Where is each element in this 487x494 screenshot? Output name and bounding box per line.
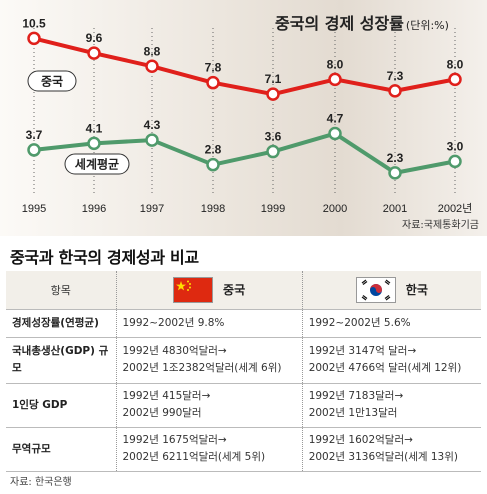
data-label: 3.6 [265,130,282,144]
header-item: 항목 [6,271,116,310]
data-label: 2.8 [205,143,222,157]
data-point [328,72,342,87]
data-point [388,84,402,98]
x-tick-label: 2001 [383,203,407,215]
row-china: 1992년 4830억달러→ 2002년 1조2382억달러(세계 6위) [115,337,303,384]
row-china: 1992~2002년 9.8% [115,309,303,338]
data-point [448,72,462,87]
data-point [145,59,159,74]
series-name-label: 세계평균 [75,157,119,172]
x-tick-label: 2002년 [438,202,473,215]
table-title: 중국과 한국의 경제성과 비교 [10,248,199,267]
table-row: 1인당 GDP 1992년 415달러→ 2002년 990달러 1992년 71… [6,383,481,428]
x-tick-label: 1996 [82,203,106,215]
x-tick-label: 2000 [323,203,347,215]
korea-flag-icon [355,276,396,303]
table-row: 경제성장률(연평균) 1992~2002년 9.8% 1992~2002년 5.… [6,309,481,338]
chart-source: 자료:국제통화기금 [402,220,479,231]
table-row: 국내총생산(GDP) 규모 1992년 4830억달러→ 2002년 1조2382… [6,337,481,384]
data-point [206,157,220,172]
row-item: 무역규모 [6,427,116,472]
row-korea: 1992~2002년 5.6% [301,309,481,338]
row-china: 1992년 1675억달러→ 2002년 6211억달러(세계 5위) [115,427,303,472]
data-point [206,75,220,90]
series-name-box [64,153,130,175]
series-line [33,131,456,175]
data-label: 2.3 [387,151,404,165]
data-label: 8.8 [144,44,161,58]
x-tick-label: 1995 [22,203,46,215]
row-china: 1992년 415달러→ 2002년 990달러 [115,383,303,428]
data-point [266,87,280,101]
data-point [27,31,41,46]
comparison-table: 항목 중국 [6,271,481,472]
data-point [448,154,462,169]
chart-title: 중국의 경제 성장률 (단위:%) [275,14,449,33]
data-point [145,133,159,147]
data-label: 10.5 [22,16,46,30]
data-label: 4.7 [327,112,344,126]
x-tick-label: 1998 [201,203,225,215]
row-item: 경제성장률(연평균) [6,309,116,338]
data-label: 8.0 [447,57,464,71]
data-label: 3.7 [26,128,43,142]
row-korea: 1992년 7183달러→ 2002년 1만13달러 [301,383,481,428]
data-point [388,166,402,180]
table-source: 자료: 한국은행 [10,477,72,488]
row-item: 1인당 GDP [6,383,116,428]
data-label: 7.8 [205,61,222,75]
data-label: 4.3 [144,118,161,132]
data-point [27,143,41,157]
china-flag-icon [173,276,214,303]
header-korea: 한국 [301,271,481,310]
data-label: 9.6 [86,31,103,45]
row-korea: 1992년 1602억달러→ 2002년 3136억달러(세계 13위) [301,427,481,472]
series-name-box [27,70,77,92]
row-korea: 1992년 3147억 달러→ 2002년 4766억 달러(세계 12위) [301,337,481,384]
data-point [328,126,342,141]
series-name-label: 중국 [41,75,63,89]
header-china: 중국 [115,271,303,310]
x-tick-label: 1997 [140,203,164,215]
series-line [33,36,456,97]
table-panel: 중국과 한국의 경제성과 비교 항목 [0,236,487,494]
data-point [87,136,101,151]
data-label: 8.0 [327,57,344,71]
header-china-label: 중국 [223,283,246,298]
chart-panel: 1995 1996 1997 1998 1999 2000 2001 2002년 10.5 9.6… [0,0,487,236]
table-row: 무역규모 1992년 1675억달러→ 2002년 6211억달러(세계 5위) … [6,427,481,472]
x-tick-label: 1999 [261,203,285,215]
data-point [87,46,101,60]
data-label: 3.0 [447,139,464,153]
chart-unit: (단위:%) [405,19,449,32]
data-point [266,144,280,159]
data-label: 7.1 [265,72,282,86]
header-korea-label: 한국 [405,283,428,298]
growth-line-chart: 1995 1996 1997 1998 1999 2000 2001 2002년 10.5 9.6… [22,16,473,215]
data-label: 4.1 [86,121,103,135]
table-header-row: 항목 중국 [6,271,481,310]
data-label: 7.3 [387,69,404,83]
row-item: 국내총생산(GDP) 규모 [6,337,116,384]
